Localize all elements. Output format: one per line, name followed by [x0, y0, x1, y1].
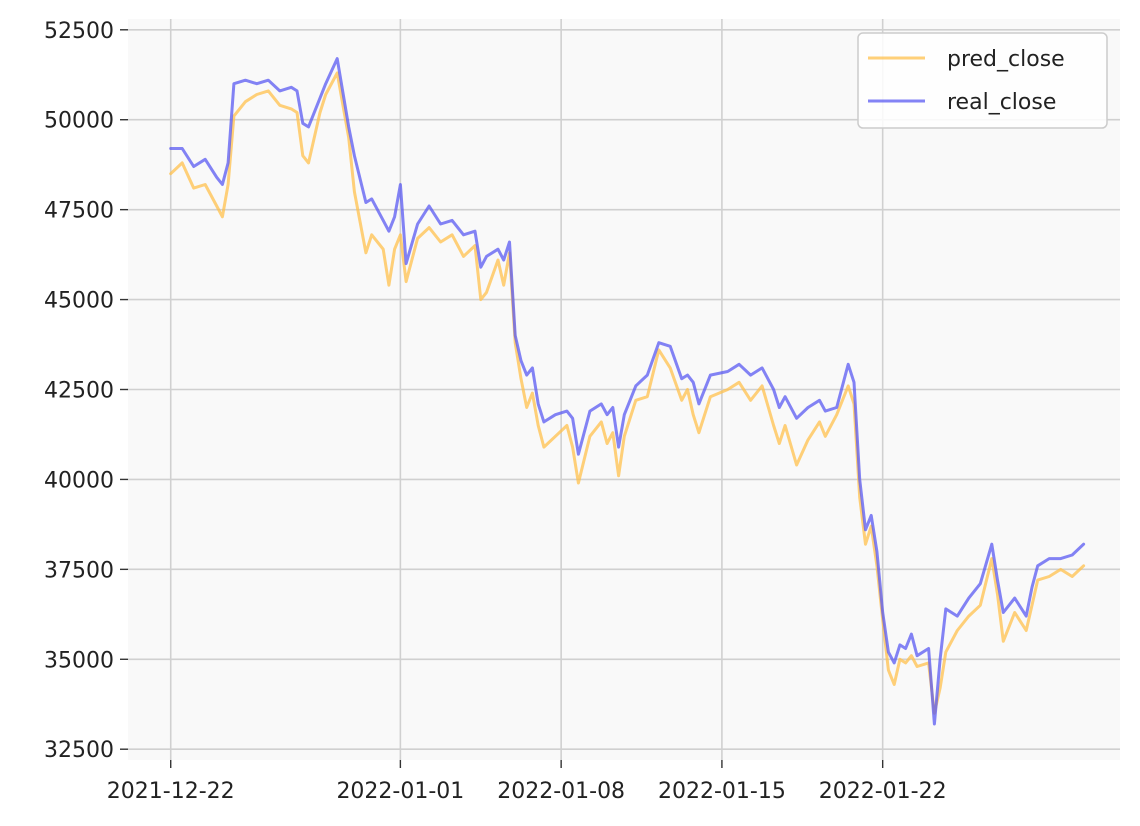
x-tick-label: 2022-01-22 [819, 779, 947, 804]
series-line-real_close [169, 57, 1086, 726]
y-tick-label: 35000 [44, 648, 114, 673]
y-tick-label: 32500 [44, 738, 114, 763]
series-group [169, 57, 1086, 726]
y-tick-label: 52500 [44, 19, 114, 44]
legend: pred_close real_close [857, 32, 1108, 129]
y-tick-label: 37500 [44, 558, 114, 583]
y-tick-label: 45000 [44, 289, 114, 314]
x-tick-label: 2021-12-22 [107, 779, 235, 804]
legend-label-pred_close: pred_close [947, 47, 1065, 72]
y-tick-label: 40000 [44, 468, 114, 493]
x-tick-label: 2022-01-15 [658, 779, 786, 804]
x-tick-label: 2022-01-08 [497, 779, 625, 804]
legend-label-real_close: real_close [947, 90, 1056, 115]
grid [128, 19, 1120, 760]
y-tick-label: 42500 [44, 379, 114, 404]
x-tick-label: 2022-01-01 [336, 779, 464, 804]
y-tick-label: 50000 [44, 109, 114, 134]
y-tick-label: 47500 [44, 199, 114, 224]
series-line-pred_close [169, 71, 1086, 715]
axes: 32500 35000 37500 40000 42500 45000 47500 50000… [44, 19, 947, 804]
